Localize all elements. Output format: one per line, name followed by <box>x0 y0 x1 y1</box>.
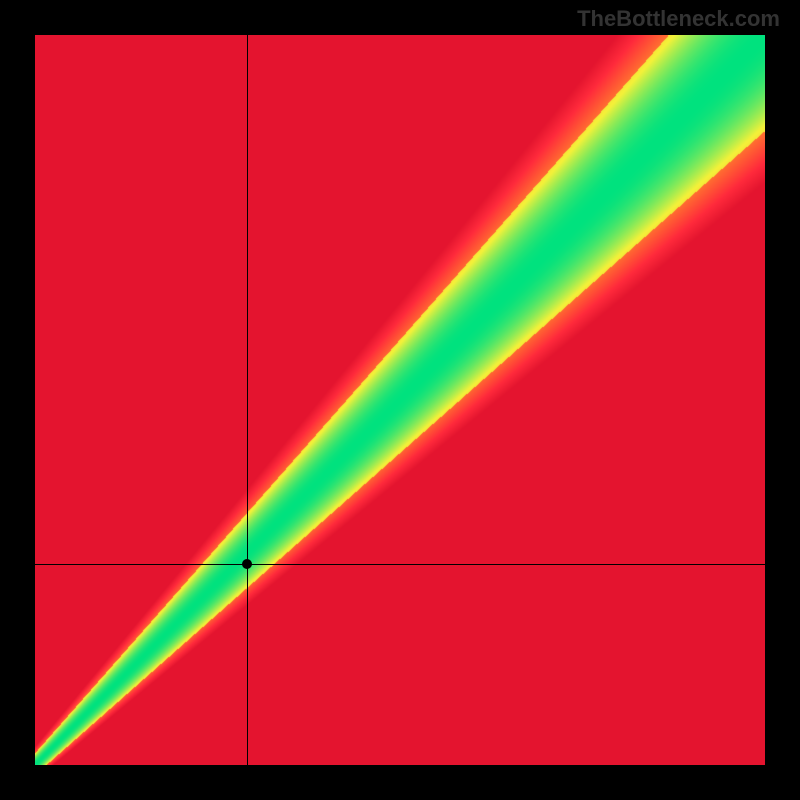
bottleneck-heatmap <box>35 35 765 765</box>
heatmap-canvas <box>35 35 765 765</box>
crosshair-vertical <box>247 35 248 765</box>
crosshair-marker <box>242 559 252 569</box>
watermark-text: TheBottleneck.com <box>577 6 780 32</box>
crosshair-horizontal <box>35 564 765 565</box>
